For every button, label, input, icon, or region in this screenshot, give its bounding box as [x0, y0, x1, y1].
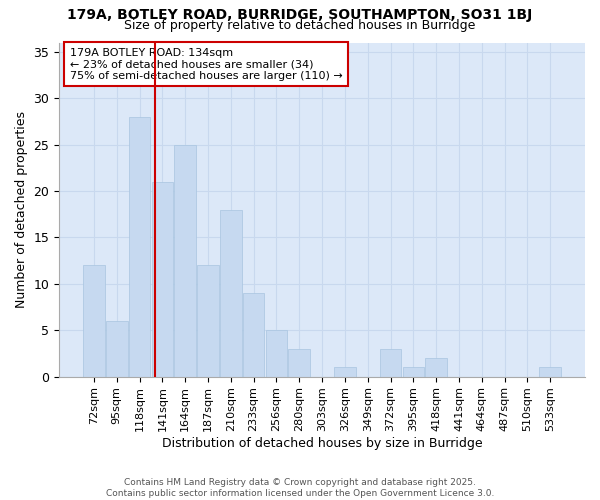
Bar	[289, 349, 310, 376]
Bar	[539, 368, 561, 376]
Bar	[380, 349, 401, 376]
Bar	[266, 330, 287, 376]
Bar	[403, 368, 424, 376]
Bar	[425, 358, 447, 376]
Bar	[197, 265, 219, 376]
X-axis label: Distribution of detached houses by size in Burridge: Distribution of detached houses by size …	[162, 437, 482, 450]
Bar	[152, 182, 173, 376]
Text: 179A, BOTLEY ROAD, BURRIDGE, SOUTHAMPTON, SO31 1BJ: 179A, BOTLEY ROAD, BURRIDGE, SOUTHAMPTON…	[67, 8, 533, 22]
Bar	[128, 116, 151, 376]
Bar	[83, 265, 105, 376]
Text: Size of property relative to detached houses in Burridge: Size of property relative to detached ho…	[124, 19, 476, 32]
Bar	[334, 368, 356, 376]
Text: 179A BOTLEY ROAD: 134sqm
← 23% of detached houses are smaller (34)
75% of semi-d: 179A BOTLEY ROAD: 134sqm ← 23% of detach…	[70, 48, 343, 80]
Bar	[220, 210, 242, 376]
Bar	[175, 144, 196, 376]
Y-axis label: Number of detached properties: Number of detached properties	[15, 111, 28, 308]
Bar	[106, 321, 128, 376]
Text: Contains HM Land Registry data © Crown copyright and database right 2025.
Contai: Contains HM Land Registry data © Crown c…	[106, 478, 494, 498]
Bar	[243, 293, 265, 376]
